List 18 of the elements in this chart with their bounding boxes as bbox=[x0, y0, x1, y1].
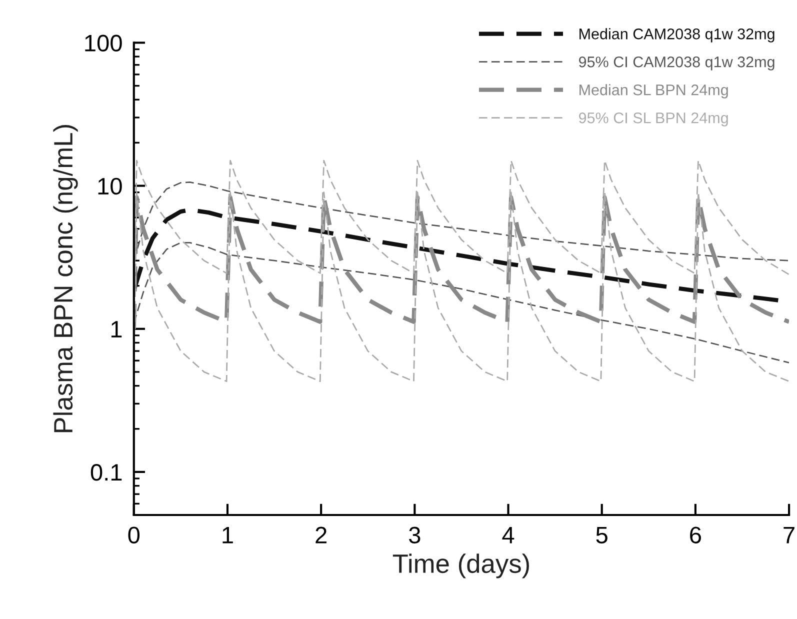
y-tick-label: 0.1 bbox=[90, 464, 122, 481]
x-tick-label: 1 bbox=[222, 526, 233, 544]
y-tick-label: 100 bbox=[85, 34, 122, 52]
x-tick-label: 0 bbox=[128, 526, 140, 544]
x-tick-label: 2 bbox=[316, 526, 326, 544]
x-axis-title: Time (days) bbox=[392, 554, 529, 578]
x-tick-label: 5 bbox=[596, 526, 608, 544]
y-axis-title: Plasma BPN conc (ng/mL) bbox=[53, 125, 78, 432]
x-tick-label: 4 bbox=[502, 526, 514, 544]
text: 95% CI CAM2038 q1w 32mg bbox=[578, 56, 774, 70]
text: 95% CI SL BPN 24mg bbox=[578, 112, 728, 126]
y-tick-label: 1 bbox=[111, 321, 122, 338]
x-tick-label: 3 bbox=[409, 526, 420, 544]
text: Median CAM2038 q1w 32mg bbox=[580, 28, 774, 42]
x-tick-label: 6 bbox=[690, 526, 701, 544]
x-tick-label: 7 bbox=[784, 526, 794, 544]
text: Median SL BPN 24mg bbox=[580, 84, 728, 98]
y-tick-label: 10 bbox=[98, 178, 122, 195]
